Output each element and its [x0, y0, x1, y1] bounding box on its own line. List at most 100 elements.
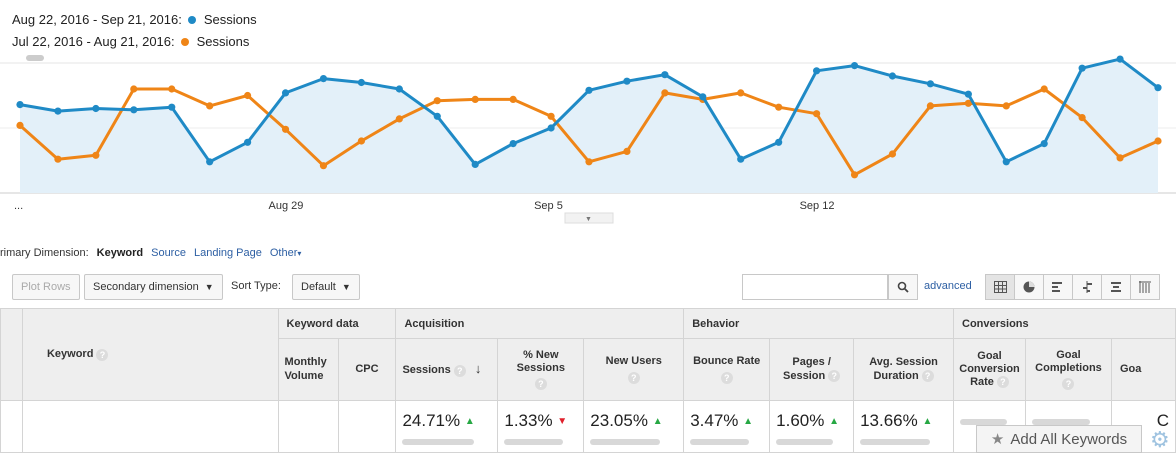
view-switcher	[985, 274, 1160, 300]
add-all-keywords-button[interactable]: ★ Add All Keywords	[976, 425, 1142, 453]
new-users-column-header[interactable]: New Users?	[583, 338, 685, 401]
summary-pages-session-cell: 1.60% ▲	[769, 400, 855, 453]
series-0-point-4	[168, 103, 176, 111]
blurred-value	[860, 439, 930, 445]
pages-session-label: Pages / Session	[783, 356, 831, 382]
help-icon[interactable]: ?	[1062, 378, 1075, 391]
up-arrow-icon: ▲	[464, 416, 475, 428]
series-0-point-20	[775, 138, 783, 146]
help-icon[interactable]: ?	[534, 378, 547, 391]
series-0-point-17	[661, 71, 669, 79]
legend-current-range: Aug 22, 2016 - Sep 21, 2016:	[12, 12, 182, 27]
series-0-point-10	[395, 85, 403, 93]
series-1-point-15	[585, 158, 593, 166]
goal-value-column-header[interactable]: Goa	[1110, 338, 1176, 401]
x-tick-label-2: Sep 5	[534, 200, 563, 212]
help-icon[interactable]: ?	[996, 376, 1009, 389]
legend-previous: Jul 22, 2016 - Aug 21, 2016: Sessions	[12, 34, 249, 49]
series-1-point-10	[395, 115, 403, 123]
series-1-point-25	[964, 99, 972, 107]
summary-new-sessions-cell: 1.33% ▼	[497, 400, 585, 453]
series-1-point-4	[168, 85, 176, 93]
chart-collapse-handle	[564, 212, 614, 224]
dimension-other[interactable]: Other▾	[270, 247, 302, 259]
goal-conversion-rate-column-header[interactable]: Goal Conversion Rate?	[953, 338, 1026, 401]
dimension-keyword[interactable]: Keyword	[96, 247, 144, 259]
series-0-point-14	[547, 124, 555, 132]
dimension-other-label: Other	[269, 247, 298, 259]
keyword-column-header[interactable]: Keyword?	[21, 308, 279, 401]
series-1-point-1	[54, 155, 62, 163]
comparison-icon	[1083, 281, 1092, 293]
help-icon[interactable]: ?	[96, 348, 109, 361]
monthly-volume-column-header[interactable]: Monthly Volume	[277, 338, 339, 401]
plot-rows-button[interactable]: Plot Rows	[12, 274, 80, 300]
help-icon[interactable]: ?	[627, 371, 640, 384]
performance-view-button[interactable]	[1043, 274, 1073, 300]
series-1-point-19	[737, 89, 745, 97]
select-all-checkbox-cell[interactable]	[0, 308, 23, 401]
help-icon[interactable]: ?	[453, 364, 466, 377]
help-icon[interactable]: ?	[921, 369, 934, 382]
summary-sessions-cell: 24.71% ▲	[395, 400, 499, 453]
summary-bounce-rate-cell: 3.47% ▲	[683, 400, 771, 453]
goal-completions-column-header[interactable]: Goal Completions?	[1025, 338, 1112, 401]
blurred-value	[776, 439, 833, 445]
pie-view-button[interactable]	[1014, 274, 1044, 300]
series-1-point-2	[92, 151, 100, 159]
advanced-filter-link[interactable]: advanced	[924, 280, 972, 292]
series-1-point-7	[281, 125, 290, 133]
series-1-point-23	[888, 150, 897, 158]
series-1-point-22	[850, 171, 859, 179]
sessions-label: Sessions	[402, 364, 451, 377]
series-0-point-26	[1002, 158, 1010, 166]
series-0-point-6	[244, 138, 252, 146]
blurred-value	[402, 439, 474, 445]
up-arrow-icon: ▲	[652, 416, 663, 428]
table-view-button[interactable]	[985, 274, 1015, 300]
avg-session-duration-column-header[interactable]: Avg. Session Duration?	[853, 338, 955, 401]
series-1-point-3	[130, 85, 138, 93]
search-button[interactable]	[888, 274, 918, 300]
series-0-point-15	[585, 86, 593, 94]
dimension-landing-page[interactable]: Landing Page	[193, 247, 262, 259]
sessions-change-value: 24.71%	[402, 411, 461, 430]
new-users-label: New Users	[605, 355, 662, 368]
sort-type-dropdown[interactable]: Default ▼	[292, 274, 360, 300]
avg-session-duration-change-value: 13.66%	[860, 411, 918, 430]
series-0-point-28	[1078, 64, 1086, 72]
pages-session-column-header[interactable]: Pages / Session?	[769, 338, 855, 401]
series-0-point-25	[964, 90, 972, 98]
sessions-column-header[interactable]: Sessions? ↓	[395, 338, 499, 401]
series-0-point-7	[281, 89, 290, 97]
pivot-view-button[interactable]	[1130, 274, 1160, 300]
series-0-point-21	[813, 67, 821, 75]
bounce-rate-column-header[interactable]: Bounce Rate?	[683, 338, 771, 401]
gear-icon[interactable]: ⚙	[1150, 427, 1170, 452]
term-cloud-view-button[interactable]	[1101, 274, 1131, 300]
series-0-point-27	[1040, 140, 1048, 148]
series-1-point-8	[319, 162, 328, 170]
series-0-point-29	[1116, 55, 1124, 63]
cpc-column-header[interactable]: CPC	[337, 338, 397, 401]
keyword-header-label: Keyword	[46, 348, 94, 361]
search-icon	[897, 281, 909, 293]
primary-dimension-bar: rimary Dimension: Keyword Source Landing…	[0, 247, 301, 259]
series-1-point-29	[1116, 154, 1124, 162]
series-1-point-6	[244, 91, 252, 100]
series-1-point-0	[16, 121, 24, 129]
dimension-source[interactable]: Source	[151, 247, 186, 259]
series-1-point-16	[623, 147, 631, 155]
series-1-point-21	[813, 110, 821, 118]
new-sessions-column-header[interactable]: % New Sessions?	[497, 338, 585, 401]
help-icon[interactable]: ?	[828, 369, 841, 382]
help-icon[interactable]: ?	[720, 371, 733, 384]
series-1-point-30	[1154, 137, 1162, 145]
series-1-point-28	[1078, 114, 1086, 122]
comparison-view-button[interactable]	[1072, 274, 1102, 300]
secondary-dimension-dropdown[interactable]: Secondary dimension ▼	[84, 274, 223, 300]
legend-current-dot	[187, 15, 196, 24]
series-0-point-12	[471, 160, 479, 168]
series-1-point-5	[206, 102, 214, 110]
table-search-input[interactable]	[742, 274, 888, 300]
